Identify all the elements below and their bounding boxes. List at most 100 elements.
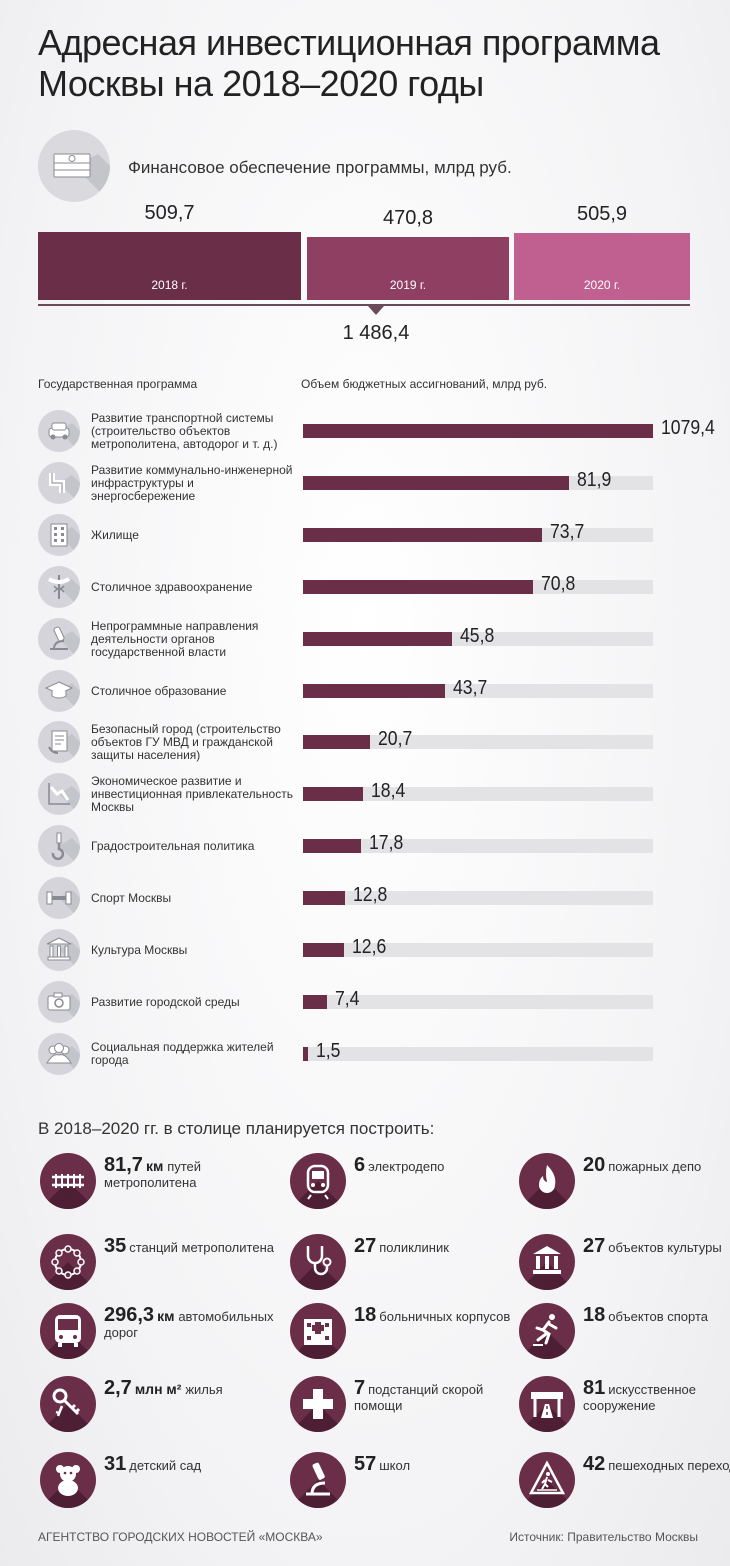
program-row: Социальная поддержка жителей города 1,5 bbox=[38, 1031, 718, 1077]
people-icon bbox=[38, 1033, 80, 1075]
plan-text: 35 станций метрополитена bbox=[104, 1236, 274, 1256]
plan-number: 27 bbox=[354, 1235, 377, 1257]
program-bar bbox=[303, 684, 445, 698]
metro-train-icon bbox=[290, 1153, 346, 1209]
program-label: Экономическое развитие и инвестиционная … bbox=[91, 773, 293, 814]
plan-number: 296,3 bbox=[104, 1304, 155, 1326]
rail-track-icon bbox=[40, 1153, 96, 1209]
page-title: Адресная инвестиционная программа Москвы… bbox=[38, 22, 660, 104]
plan-item: 35 станций метрополитена bbox=[40, 1234, 274, 1290]
plan-description: детский сад bbox=[129, 1458, 202, 1473]
program-row: Экономическое развитие и инвестиционная … bbox=[38, 771, 718, 817]
plan-unit: млн м² bbox=[134, 1381, 186, 1397]
program-value: 73,7 bbox=[550, 521, 585, 543]
program-bar-track bbox=[303, 632, 653, 646]
fire-icon bbox=[519, 1153, 575, 1209]
bus-icon bbox=[40, 1303, 96, 1359]
plan-title: В 2018–2020 гг. в столице планируется по… bbox=[38, 1119, 435, 1138]
footer-agency: АГЕНТСТВО ГОРОДСКИХ НОВОСТЕЙ «МОСКВА» bbox=[38, 1530, 323, 1544]
plan-number: 81 bbox=[583, 1377, 606, 1399]
program-bar bbox=[303, 580, 533, 594]
plan-text: 6 электродепо bbox=[354, 1154, 524, 1176]
program-row: Жилище 73,7 bbox=[38, 512, 718, 558]
program-bar bbox=[303, 424, 653, 438]
program-bar bbox=[303, 476, 569, 490]
camera-icon bbox=[38, 981, 80, 1023]
program-row: Спорт Москвы 12,8 bbox=[38, 875, 718, 921]
pedestrian-sign-icon bbox=[519, 1452, 575, 1508]
total-pointer bbox=[368, 306, 384, 315]
program-label: Столичное здравоохранение bbox=[91, 579, 253, 594]
program-bar bbox=[303, 839, 361, 853]
programs-header-right: Объем бюджетных ассигнований, млрд руб. bbox=[301, 377, 548, 391]
trend-chart-icon bbox=[38, 773, 80, 815]
hospital-icon bbox=[290, 1303, 346, 1359]
microscope-icon bbox=[38, 618, 80, 660]
plan-description: школ bbox=[379, 1458, 411, 1473]
plan-item: 18 объектов спорта bbox=[519, 1303, 730, 1359]
program-label: Градостроительная политика bbox=[91, 838, 255, 853]
plan-number: 2,7 bbox=[104, 1377, 132, 1399]
road-overpass-icon bbox=[519, 1376, 575, 1432]
year-bar-1: 2018 г. bbox=[38, 232, 301, 300]
plan-item: 20 пожарных депо bbox=[519, 1153, 730, 1209]
plan-item: 27 объектов культуры bbox=[519, 1234, 730, 1290]
plan-text: 81 искусственное сооружение bbox=[583, 1377, 730, 1414]
program-bar bbox=[303, 891, 345, 905]
yearly-axis-line bbox=[38, 304, 690, 306]
plan-item: 6 электродепо bbox=[290, 1153, 520, 1209]
year-bar-label: 2020 г. bbox=[583, 278, 621, 292]
pipe-icon bbox=[38, 462, 80, 504]
program-value: 1,5 bbox=[316, 1040, 341, 1062]
program-label: Непрограммные направления деятельности о… bbox=[91, 618, 259, 659]
caduceus-icon bbox=[38, 566, 80, 608]
plan-text: 7 подстанций скорой помощи bbox=[354, 1377, 524, 1414]
program-row: Безопасный город (строительство объектов… bbox=[38, 719, 718, 765]
program-label: Развитие коммунально-инженерной инфрастр… bbox=[91, 462, 293, 503]
program-bar-track bbox=[303, 580, 653, 594]
plan-number: 18 bbox=[583, 1304, 606, 1326]
plan-text: 20 пожарных депо bbox=[583, 1155, 730, 1175]
plan-text: 81,7 км путей метрополитена bbox=[104, 1155, 274, 1191]
finance-title: Финансовое обеспечение программы, млрд р… bbox=[128, 158, 512, 177]
year-bar-3: 2020 г. bbox=[514, 233, 690, 300]
program-value: 20,7 bbox=[378, 728, 413, 750]
building-icon bbox=[38, 514, 80, 556]
plan-number: 6 bbox=[354, 1154, 366, 1176]
money-stack-icon bbox=[38, 130, 110, 202]
program-value: 43,7 bbox=[453, 677, 488, 699]
plan-text: 27 поликлиник bbox=[354, 1235, 524, 1257]
program-bar bbox=[303, 995, 327, 1009]
plan-item: 81,7 км путей метрополитена bbox=[40, 1153, 270, 1209]
plan-number: 7 bbox=[354, 1377, 366, 1399]
program-bar-track bbox=[303, 476, 653, 490]
total-value: 1 486,4 bbox=[342, 322, 410, 344]
program-bar-track bbox=[303, 528, 653, 542]
stethoscope-icon bbox=[290, 1234, 346, 1290]
museum-icon bbox=[519, 1234, 575, 1290]
plan-unit: км bbox=[145, 1158, 168, 1174]
plan-item: 296,3 км автомобильных дорог bbox=[40, 1303, 273, 1359]
program-bar-track bbox=[303, 684, 653, 698]
program-label: Развитие городской среды bbox=[91, 994, 240, 1009]
year-bar-value: 470,8 bbox=[382, 207, 434, 229]
program-bar bbox=[303, 1047, 308, 1061]
program-bar-track bbox=[303, 839, 653, 853]
plan-text: 18 объектов спорта bbox=[583, 1304, 730, 1326]
keys-icon bbox=[40, 1376, 96, 1432]
program-value: 7,4 bbox=[335, 988, 360, 1010]
program-value: 18,4 bbox=[371, 780, 406, 802]
program-row: Столичное здравоохранение 70,8 bbox=[38, 564, 718, 610]
crane-hook-icon bbox=[38, 825, 80, 867]
plan-text: 18 больничных корпусов bbox=[354, 1305, 524, 1325]
plan-item: 7 подстанций скорой помощи bbox=[290, 1376, 520, 1432]
plan-number: 27 bbox=[583, 1235, 606, 1257]
program-bar-track bbox=[303, 424, 653, 438]
plan-description: автомобильных дорог bbox=[104, 1309, 274, 1340]
year-bar-2: 2019 г. bbox=[307, 237, 509, 300]
program-value: 17,8 bbox=[369, 832, 404, 854]
program-label: Развитие транспортной системы (строитель… bbox=[91, 410, 278, 451]
plan-text: 296,3 км автомобильных дорог bbox=[104, 1304, 274, 1341]
plan-item: 27 поликлиник bbox=[290, 1234, 520, 1290]
